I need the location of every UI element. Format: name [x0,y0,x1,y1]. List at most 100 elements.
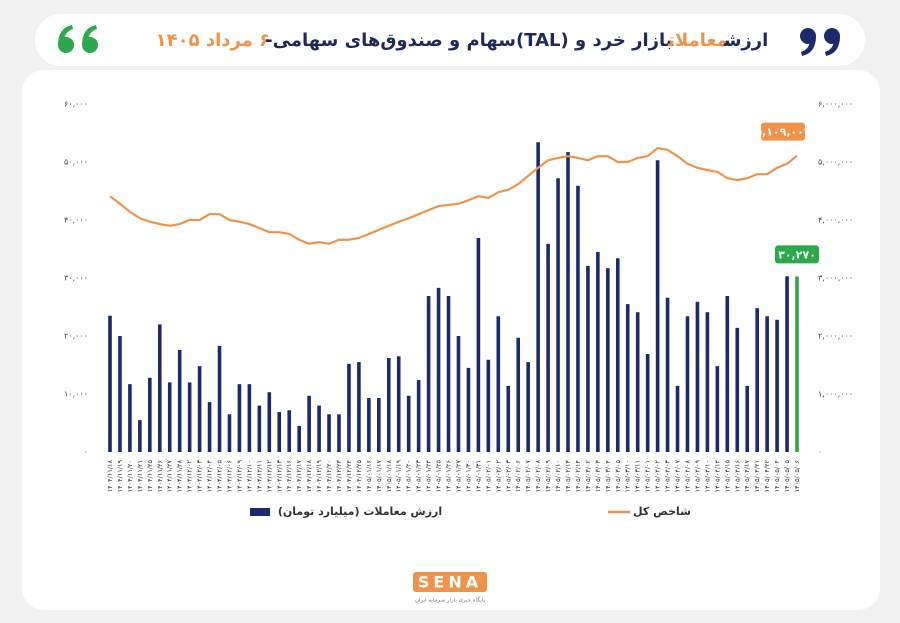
x-tick-label: ۱۴۰۵/۰۲/۰۲ [494,459,502,492]
x-tick-label: ۱۴۰۴/۱۲/۰۵ [216,459,224,492]
y-tick-label: ۰ [84,448,88,457]
x-tick-label: ۱۴۰۴/۱۲/۲۰ [325,460,333,492]
bar [277,411,282,452]
x-tick-label: ۱۴۰۵/۰۱/۱۸ [385,459,393,492]
y-tick-label: ۵۰,۰۰۰ [64,158,88,167]
bar [367,398,371,452]
value-label: ۵,۱۰۹,۰۰۴ [755,126,811,139]
x-tick-label: ۱۴۰۵/۰۵/۰۶ [793,460,801,492]
bar [785,276,789,452]
bar [546,243,550,452]
x-tick-label: ۱۴۰۴/۱۲/۱۰ [245,460,253,492]
bar [446,295,451,452]
bar [556,178,560,453]
logo-name: SENA [418,573,482,592]
x-tick-label: ۱۴۰۵/۰۴/۰۳ [664,459,672,492]
quote-icon-left [58,25,98,53]
x-tick-label: ۱۴۰۴/۱۱/۲۷ [166,459,174,492]
bar [227,414,232,452]
legend-label: شاخص کل [633,505,691,518]
bar [675,385,680,452]
legend-label: ارزش معاملات (میلیارد تومان) [278,505,442,518]
x-tick-label: ۱۴۰۵/۰۳/۰۴ [604,459,612,492]
x-tick-label: ۱۴۰۴/۱۱/۱۸ [106,459,114,492]
x-tick-label: ۱۴۰۴/۱۱/۱۹ [116,459,124,492]
bar [705,312,710,452]
x-tick-label: ۱۴۰۵/۰۲/۰۸ [534,459,542,492]
x-tick-label: ۱۴۰۴/۱۲/۲۳ [335,459,343,492]
bar [536,142,540,452]
x-tick-label: ۱۴۰۴/۱۲/۱۱ [255,460,263,492]
y-tick-label: ۱۰,۰۰۰ [64,390,88,399]
bar [197,366,202,452]
x-tick-label: ۱۴۰۵/۰۵/۰۴ [773,459,781,492]
x-tick-label: ۱۴۰۵/۰۴/۰۷ [674,459,682,492]
bar [187,382,192,452]
bar [695,301,700,452]
bar [635,312,640,452]
bar [606,268,610,452]
x-tick-label: ۱۴۰۵/۰۲/۰۳ [504,459,512,492]
y2-tick-label: ۳,۰۰۰,۰۰۰ [818,274,853,283]
bar [217,345,222,452]
x-tick-label: ۱۴۰۵/۰۴/۱۶ [733,460,741,492]
bar [207,402,212,452]
y-tick-label: ۲۰,۰۰۰ [64,332,88,341]
x-tick-label: ۱۴۰۴/۱۲/۱۹ [315,459,323,492]
x-tick-label: ۱۴۰۴/۱۱/۲۵ [146,459,154,492]
title-part: ۶ مرداد ۱۴۰۵ [156,30,270,51]
bar [337,414,341,452]
quote-icon-right [800,28,840,56]
bar [566,152,570,452]
chart-title: ارزشمعاملاتبازار خرد و (TAL)سهام و صندوق… [156,30,769,51]
bar [257,405,262,452]
x-tick-label: ۱۴۰۴/۱۲/۲۵ [355,459,363,492]
x-tick-label: ۱۴۰۴/۱۲/۱۸ [305,459,313,492]
bar [287,410,292,452]
bar [347,363,351,452]
bar [496,316,501,452]
x-tick-label: ۱۴۰۵/۰۲/۱۳ [564,459,572,492]
y2-tick-label: ۱,۰۰۰,۰۰۰ [818,390,853,399]
title-bar [35,14,865,66]
bar [655,160,660,452]
bar [138,420,142,452]
bar [406,395,411,452]
y2-tick-label: ۴,۰۰۰,۰۰۰ [818,216,853,225]
x-tick-label: ۱۴۰۴/۱۲/۱۳ [275,459,283,492]
x-tick-label: ۱۴۰۴/۱۱/۲۱ [136,460,144,492]
x-tick-label: ۱۴۰۵/۰۳/۰۳ [594,459,602,492]
x-tick-label: ۱۴۰۴/۱۲/۱۷ [295,459,303,492]
x-tick-label: ۱۴۰۴/۱۲/۱۲ [265,459,273,492]
x-tick-label: ۱۴۰۵/۰۱/۲۰ [405,460,413,492]
x-tick-label: ۱۴۰۵/۰۱/۲۳ [415,459,423,492]
y-tick-label: ۶۰,۰۰۰ [64,100,88,109]
bar [466,367,471,452]
bar [377,398,381,452]
bar [307,395,311,452]
bar [486,359,491,452]
value-label-box [775,245,819,264]
x-tick-label: ۱۴۰۵/۰۲/۱۰ [554,460,562,492]
logo-tagline: پایگاه خبری بازار سرمایه ایران [415,597,486,604]
bar [386,358,391,452]
y-tick-label: ۴۰,۰۰۰ [64,216,88,225]
x-tick-label: ۱۴۰۵/۰۴/۱۴ [713,459,721,492]
chart-panel [22,70,880,610]
bar [118,336,122,452]
x-tick-label: ۱۴۰۵/۰۴/۲۱ [753,460,761,492]
x-tick-label: ۱۴۰۴/۱۲/۰۲ [186,459,194,492]
x-tick-label: ۱۴۰۴/۱۲/۱۶ [285,460,293,492]
bar [128,384,132,452]
bar [625,304,630,452]
x-tick-label: ۱۴۰۴/۱۲/۰۳ [196,459,204,492]
bar [596,251,600,452]
x-tick-label: ۱۴۰۵/۰۱/۲۴ [425,459,433,492]
bar [247,384,252,452]
x-tick-label: ۱۴۰۵/۰۴/۰۲ [654,459,662,492]
bar [436,287,441,452]
bar [665,297,670,452]
y2-tick-label: ۲,۰۰۰,۰۰۰ [818,332,853,341]
x-tick-label: ۱۴۰۵/۰۳/۱۱ [634,460,642,492]
